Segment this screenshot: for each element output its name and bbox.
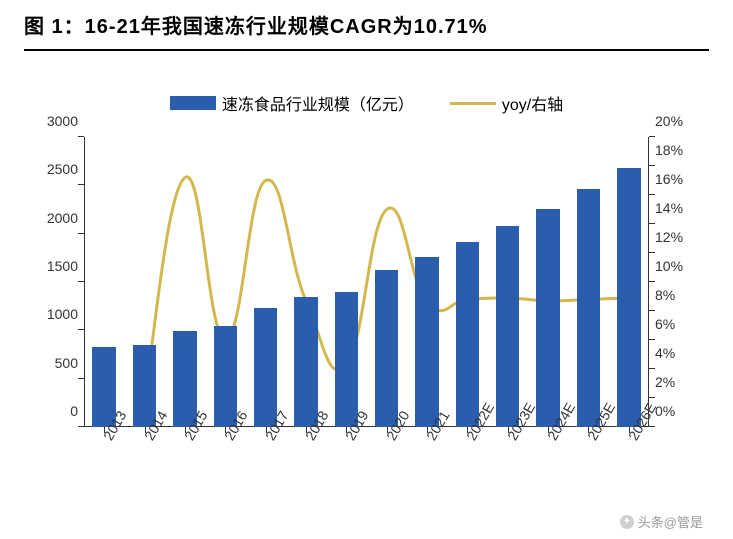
y-left-tick xyxy=(78,329,84,330)
bar xyxy=(456,242,479,427)
y-right-tick xyxy=(649,136,655,137)
line-series xyxy=(84,137,649,427)
legend-swatch-bar xyxy=(170,96,216,110)
bar xyxy=(254,308,277,427)
y-left-tick-label: 1000 xyxy=(28,306,78,322)
y-left-tick xyxy=(78,378,84,379)
y-right-tick xyxy=(649,368,655,369)
legend-item-bar: 速冻食品行业规模（亿元） xyxy=(170,91,414,115)
title-underline xyxy=(24,49,709,51)
y-right-tick xyxy=(649,426,655,427)
y-right-tick-label: 0% xyxy=(655,403,705,419)
y-left-tick-label: 1500 xyxy=(28,258,78,274)
y-right-tick-label: 4% xyxy=(655,345,705,361)
watermark: ✦ 头条@管是 xyxy=(620,512,703,531)
y-right-tick xyxy=(649,223,655,224)
y-left-tick-label: 500 xyxy=(28,355,78,371)
watermark-icon: ✦ xyxy=(620,515,634,529)
y-right-tick xyxy=(649,252,655,253)
legend-line-label: yoy/右轴 xyxy=(502,91,563,115)
y-right-tick-label: 8% xyxy=(655,287,705,303)
x-axis: 2013201420152016201720182019202020212022… xyxy=(84,427,649,507)
chart-title: 图 1：16-21年我国速冻行业规模CAGR为10.71% xyxy=(24,10,709,39)
y-right-tick xyxy=(649,281,655,282)
y-right-tick xyxy=(649,165,655,166)
legend-bar-label: 速冻食品行业规模（亿元） xyxy=(222,91,414,115)
watermark-text: 头条@管是 xyxy=(638,512,703,531)
y-right-tick xyxy=(649,339,655,340)
y-right-tick-label: 16% xyxy=(655,171,705,187)
bar xyxy=(294,297,317,427)
bar xyxy=(335,292,358,427)
y-left-tick xyxy=(78,136,84,137)
y-axis-left: 050010001500200025003000 xyxy=(24,137,84,427)
y-right-tick-label: 12% xyxy=(655,229,705,245)
bar xyxy=(536,209,559,427)
y-left-tick-label: 2000 xyxy=(28,210,78,226)
y-left-tick xyxy=(78,184,84,185)
bar xyxy=(375,270,398,427)
bar xyxy=(496,226,519,427)
legend: 速冻食品行业规模（亿元） yoy/右轴 xyxy=(0,91,733,115)
y-left-tick xyxy=(78,233,84,234)
bar xyxy=(617,168,640,427)
y-right-tick-label: 2% xyxy=(655,374,705,390)
y-right-tick xyxy=(649,310,655,311)
bar xyxy=(415,257,438,427)
y-left-tick-label: 2500 xyxy=(28,161,78,177)
y-right-tick xyxy=(649,397,655,398)
y-right-tick-label: 14% xyxy=(655,200,705,216)
y-right-tick-label: 18% xyxy=(655,142,705,158)
legend-swatch-line xyxy=(450,102,496,105)
plot-region xyxy=(84,137,649,427)
legend-item-line: yoy/右轴 xyxy=(450,91,563,115)
y-left-tick-label: 3000 xyxy=(28,113,78,129)
y-axis-right: 0%2%4%6%8%10%12%14%16%18%20% xyxy=(649,137,709,427)
chart-area: 050010001500200025003000 0%2%4%6%8%10%12… xyxy=(24,127,709,507)
y-right-tick xyxy=(649,194,655,195)
y-right-tick-label: 10% xyxy=(655,258,705,274)
y-right-tick-label: 6% xyxy=(655,316,705,332)
y-left-tick-label: 0 xyxy=(28,403,78,419)
bar xyxy=(577,189,600,427)
y-left-tick xyxy=(78,281,84,282)
y-right-tick-label: 20% xyxy=(655,113,705,129)
